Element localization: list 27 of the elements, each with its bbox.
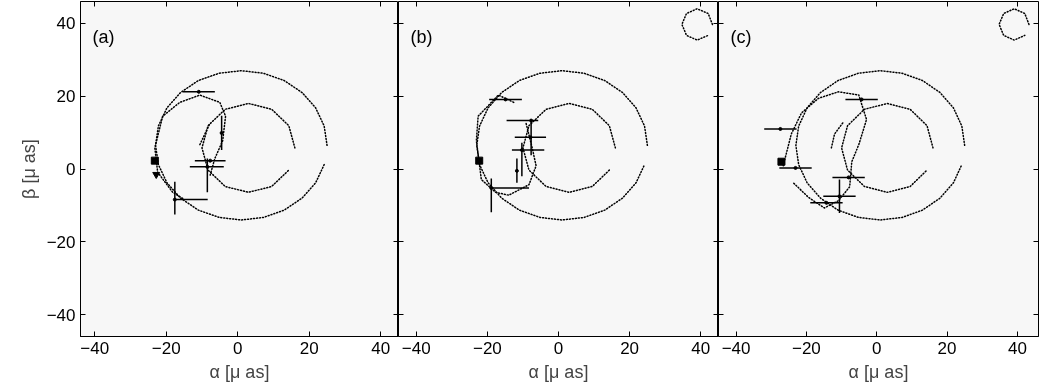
y-tick-label: −40 (46, 305, 76, 325)
x-tick-label: 20 (299, 338, 319, 358)
x-tick-label: −20 (151, 338, 181, 358)
y-tick-label: 40 (56, 14, 76, 34)
x-axis-title: α [μ as] (848, 361, 909, 382)
x-tick-label: −40 (401, 338, 431, 358)
x-axis-title: α [μ as] (528, 361, 589, 382)
x-tick-label: 40 (371, 338, 391, 358)
y-tick-label: −20 (46, 232, 76, 252)
annotation: (c) (730, 26, 752, 47)
x-tick-label: −20 (472, 338, 502, 358)
x-tick-label: 0 (872, 338, 882, 358)
x-tick-label: −40 (721, 338, 751, 358)
annotation: (a) (92, 26, 115, 47)
y-axis-title: β [μ as] (18, 139, 39, 199)
x-tick-label: 0 (553, 338, 564, 358)
x-tick-label: 20 (620, 338, 640, 358)
x-tick-label: 40 (691, 338, 711, 358)
x-tick-label: −40 (80, 338, 110, 358)
y-tick-label: 0 (66, 160, 76, 179)
x-tick-label: −20 (791, 338, 821, 358)
y-tick-label: 20 (56, 87, 76, 107)
x-tick-label: 40 (1007, 338, 1027, 358)
x-tick-label: 0 (232, 338, 243, 358)
x-axis-title: α [μ as] (209, 361, 270, 382)
x-tick-label: 20 (937, 338, 957, 358)
annotation: (b) (410, 26, 433, 47)
